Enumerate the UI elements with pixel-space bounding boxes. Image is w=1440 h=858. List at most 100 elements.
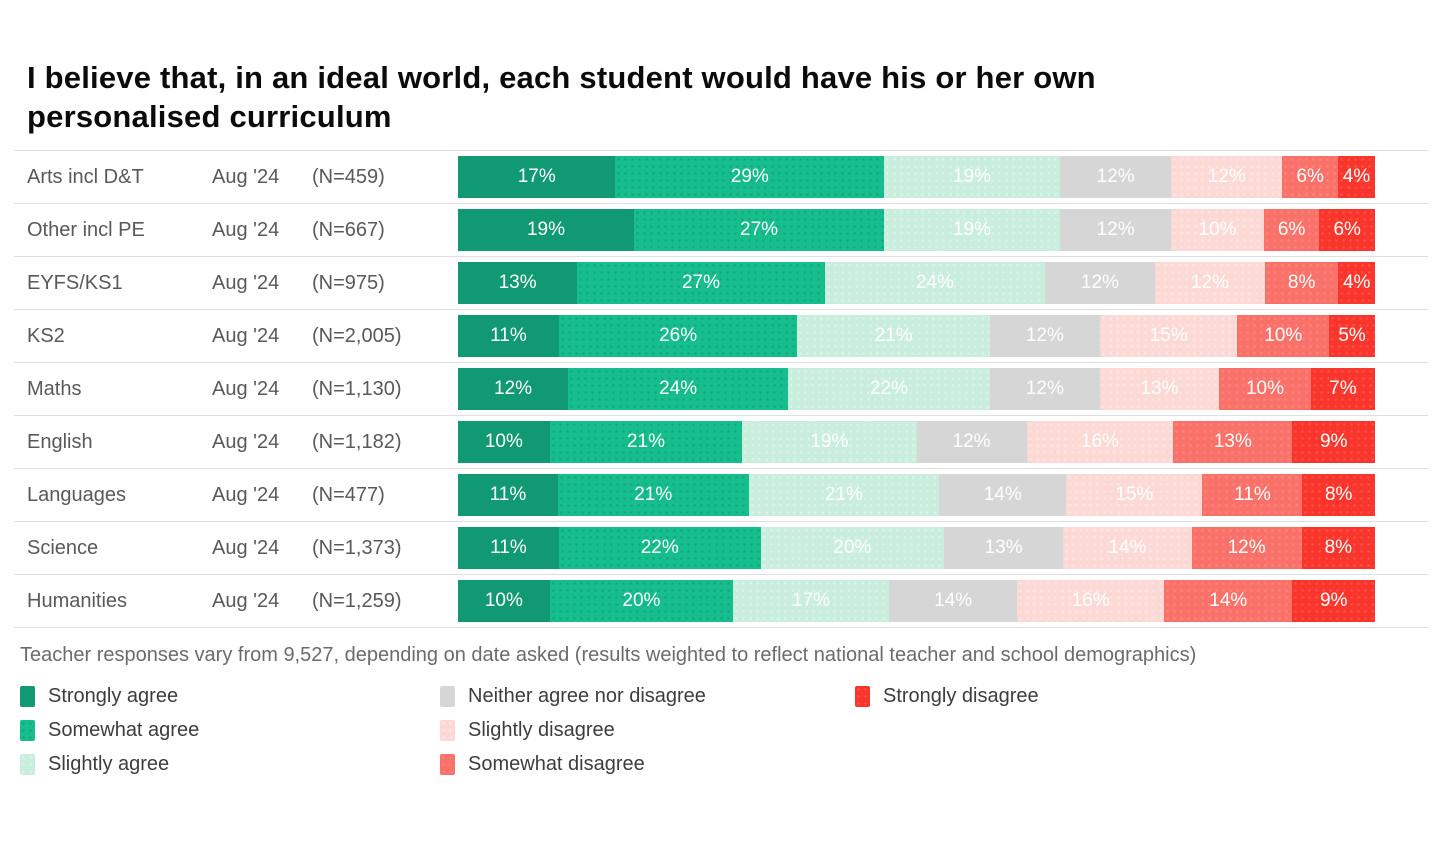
bar-segment-strongly-agree: 10% [458,421,550,464]
legend-column: Neither agree nor disagree Slightly disag… [440,685,855,776]
segment-value-label: 9% [1320,431,1348,453]
segment-value-label: 24% [915,272,954,294]
bar-segment-slightly-disagree: 16% [1017,580,1165,623]
bar-segment-slightly-agree: 19% [742,421,917,464]
row-sample-size: (N=477) [312,483,385,506]
bar-segment-somewhat-disagree: 6% [1263,209,1320,252]
bar-segment-slightly-agree: 24% [824,262,1045,305]
legend-item-label: Slightly agree [48,753,170,776]
segment-value-label: 20% [833,537,872,559]
page-title: I believe that, in an ideal world, each … [27,58,1400,136]
segment-value-label: 13% [984,537,1023,559]
bar-segment-somewhat-agree: 26% [558,315,798,358]
bar-segment-strongly-agree: 11% [458,474,558,517]
table-row: Maths Aug '24 (N=1,130) 12% 24% 22% 12% 13% 10% 7… [14,362,1428,415]
segment-value-label: 26% [659,325,698,347]
segment-value-label: 6% [1296,166,1324,188]
bar-segment-slightly-disagree: 10% [1171,209,1264,252]
segment-value-label: 6% [1333,219,1361,241]
bar-segment-somewhat-disagree: 10% [1237,315,1330,358]
legend-item-neither-agree-nor-disagree: Neither agree nor disagree [440,685,855,708]
bar-segment-strongly-disagree: 6% [1319,209,1375,252]
legend-item-slightly-disagree: Slightly disagree [440,719,855,742]
bar-segment-slightly-disagree: 12% [1171,156,1283,199]
legend-item-label: Neither agree nor disagree [468,685,706,708]
bar-segment-somewhat-agree: 29% [615,156,885,199]
stacked-bar: 19% 27% 19% 12% 10% 6% 6% [458,209,1375,252]
bar-segment-somewhat-disagree: 12% [1191,527,1302,570]
segment-value-label: 5% [1338,325,1366,347]
bar-segment-neither-agree-nor-disagree: 12% [989,315,1100,358]
row-date: Aug '24 [212,430,280,453]
bar-segment-neither-agree-nor-disagree: 12% [1060,209,1172,252]
row-label: Humanities [27,589,128,612]
table-row: Humanities Aug '24 (N=1,259) 10% 20% 17% 14% 16… [14,574,1428,627]
stacked-bar: 10% 21% 19% 12% 16% 13% 9% [458,421,1375,464]
row-sample-size: (N=1,130) [312,377,402,400]
row-date: Aug '24 [212,271,280,294]
segment-value-label: 13% [1213,431,1252,453]
segment-value-label: 21% [824,484,863,506]
legend-item-somewhat-disagree: Somewhat disagree [440,753,855,776]
title-line-1: I believe that, in an ideal world, each … [27,60,1096,95]
bar-segment-slightly-disagree: 12% [1154,262,1265,305]
bar-segment-neither-agree-nor-disagree: 14% [939,474,1067,517]
bar-segment-somewhat-disagree: 10% [1219,368,1311,411]
segment-value-label: 24% [659,378,698,400]
row-date: Aug '24 [212,377,280,400]
bar-segment-somewhat-disagree: 6% [1282,156,1338,199]
table-row: English Aug '24 (N=1,182) 10% 21% 19% 12% 16% 13… [14,415,1428,468]
legend-item-label: Slightly disagree [468,719,615,742]
bar-segment-somewhat-disagree: 13% [1173,421,1293,464]
bar-segment-strongly-agree: 10% [458,580,550,623]
segment-value-label: 22% [640,537,679,559]
legend-swatch [20,686,35,708]
row-sample-size: (N=1,182) [312,430,402,453]
segment-value-label: 27% [740,219,779,241]
row-label: KS2 [27,324,65,347]
bar-segment-somewhat-disagree: 11% [1202,474,1303,517]
segment-value-label: 19% [526,219,565,241]
segment-value-label: 8% [1287,272,1316,294]
segment-value-label: 19% [953,219,992,241]
legend: Strongly agree Somewhat agree Slightly agr… [20,685,1440,776]
bar-segment-strongly-agree: 19% [458,209,634,252]
segment-value-label: 14% [1209,590,1248,612]
stacked-bar: 11% 22% 20% 13% 14% 12% 8% [458,527,1375,570]
bar-segment-somewhat-agree: 21% [549,421,743,464]
legend-column: Strongly agree Somewhat agree Slightly agr… [20,685,440,776]
segment-value-label: 12% [1080,272,1119,294]
bar-segment-somewhat-disagree: 14% [1164,580,1293,623]
segment-value-label: 7% [1329,378,1357,400]
segment-value-label: 12% [1096,219,1135,241]
legend-item-label: Somewhat disagree [468,753,645,776]
segment-value-label: 11% [490,537,527,559]
bar-segment-neither-agree-nor-disagree: 12% [1060,156,1172,199]
segment-value-label: 10% [1198,219,1237,241]
segment-value-label: 17% [517,166,556,188]
stacked-bar: 10% 20% 17% 14% 16% 14% 9% [458,580,1375,623]
legend-swatch [440,686,455,708]
segment-value-label: 12% [1207,166,1246,188]
segment-value-label: 20% [622,590,661,612]
segment-value-label: 22% [869,378,908,400]
segment-value-label: 13% [498,272,537,294]
bar-segment-neither-agree-nor-disagree: 12% [989,368,1100,411]
bar-segment-strongly-disagree: 4% [1337,156,1375,199]
bar-segment-strongly-agree: 11% [458,315,559,358]
segment-value-label: 6% [1277,219,1306,241]
segment-value-label: 17% [792,590,831,612]
row-sample-size: (N=667) [312,218,385,241]
bar-segment-slightly-disagree: 16% [1026,421,1174,464]
segment-value-label: 10% [484,590,523,612]
segment-value-label: 15% [1115,484,1154,506]
row-label: EYFS/KS1 [27,271,123,294]
bar-segment-neither-agree-nor-disagree: 12% [916,421,1027,464]
bar-segment-somewhat-agree: 22% [558,527,761,570]
bar-segment-neither-agree-nor-disagree: 13% [944,527,1064,570]
table-row: Other incl PE Aug '24 (N=667) 19% 27% 19% 12% 1… [14,203,1428,256]
segment-value-label: 19% [810,431,849,453]
table-row: EYFS/KS1 Aug '24 (N=975) 13% 27% 24% 12% 12% 8% 4… [14,256,1428,309]
bar-segment-strongly-disagree: 4% [1338,262,1375,305]
segment-value-label: 11% [489,484,527,506]
